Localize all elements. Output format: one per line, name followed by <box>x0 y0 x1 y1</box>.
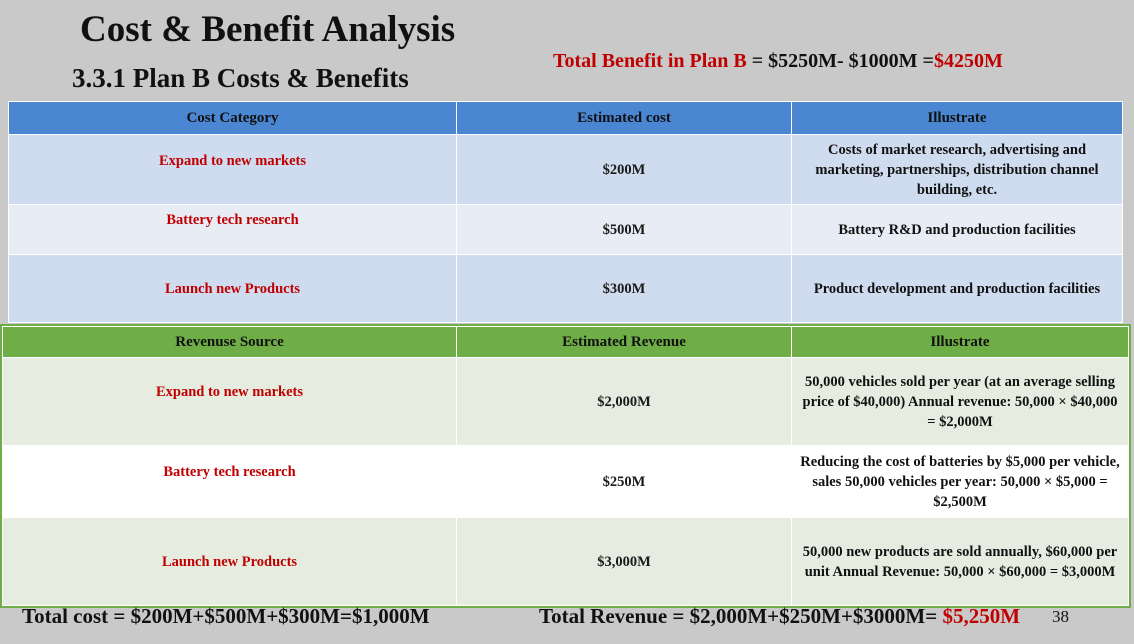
table-row: Battery tech research $500M Battery R&D … <box>8 204 1123 255</box>
benefit-summary-value: $4250M <box>933 50 1003 72</box>
revenue-illustrate-cell: 50,000 vehicles sold per year (at an ave… <box>791 357 1129 446</box>
cost-illustrate-cell: Product development and production facil… <box>791 254 1123 323</box>
column-header-estimated-revenue: Estimated Revenue <box>456 326 792 358</box>
revenue-table: Revenuse Source Estimated Revenue Illust… <box>0 324 1131 608</box>
cost-amount-cell: $200M <box>456 134 792 205</box>
cost-category-cell: Launch new Products <box>8 254 457 323</box>
cost-category-cell: Expand to new markets <box>8 134 457 205</box>
revenue-illustrate-cell: Reducing the cost of batteries by $5,000… <box>791 445 1129 518</box>
table-row: Expand to new markets $200M Costs of mar… <box>8 134 1123 205</box>
revenue-amount-cell: $3,000M <box>456 517 792 606</box>
total-revenue-value: $5,250M <box>942 604 1021 628</box>
revenue-illustrate-cell: 50,000 new products are sold annually, $… <box>791 517 1129 606</box>
slide-title: Cost & Benefit Analysis <box>80 9 456 50</box>
cost-table: Cost Category Estimated cost Illustrate … <box>8 101 1123 323</box>
total-cost: Total cost = $200M+$500M+$300M=$1,000M <box>22 604 430 628</box>
revenue-amount-cell: $250M <box>456 445 792 518</box>
column-header-revenue-source: Revenuse Source <box>2 326 457 358</box>
table-row: Battery tech research $250M Reducing the… <box>2 445 1129 518</box>
column-header-estimated-cost: Estimated cost <box>456 101 792 135</box>
cost-illustrate-cell: Costs of market research, advertising an… <box>791 134 1123 205</box>
table-row: Expand to new markets $2,000M 50,000 veh… <box>2 357 1129 446</box>
table-row: Launch new Products $300M Product develo… <box>8 254 1123 323</box>
slide-subtitle: 3.3.1 Plan B Costs & Benefits <box>72 63 409 93</box>
total-revenue-formula: Total Revenue = $2,000M+$250M+$3000M= <box>539 604 943 628</box>
cost-table-header: Cost Category Estimated cost Illustrate <box>8 101 1123 135</box>
benefit-summary-label: Total Benefit in Plan B <box>553 50 747 72</box>
benefit-summary: Total Benefit in Plan B = $5250M- $1000M… <box>553 50 1003 73</box>
page-number: 38 <box>1052 607 1069 626</box>
column-header-illustrate: Illustrate <box>791 101 1123 135</box>
benefit-summary-formula: = $5250M- $1000M = <box>746 50 934 72</box>
revenue-amount-cell: $2,000M <box>456 357 792 446</box>
total-revenue: Total Revenue = $2,000M+$250M+$3000M= $5… <box>539 604 1020 629</box>
cost-category-cell: Battery tech research <box>8 204 457 255</box>
cost-illustrate-cell: Battery R&D and production facilities <box>791 204 1123 255</box>
revenue-table-header: Revenuse Source Estimated Revenue Illust… <box>2 326 1129 358</box>
table-row: Launch new Products $3,000M 50,000 new p… <box>2 517 1129 606</box>
cost-amount-cell: $500M <box>456 204 792 255</box>
cost-amount-cell: $300M <box>456 254 792 323</box>
revenue-category-cell: Launch new Products <box>2 517 457 606</box>
column-header-illustrate: Illustrate <box>791 326 1129 358</box>
revenue-category-cell: Battery tech research <box>2 445 457 518</box>
column-header-cost-category: Cost Category <box>8 101 457 135</box>
revenue-category-cell: Expand to new markets <box>2 357 457 446</box>
